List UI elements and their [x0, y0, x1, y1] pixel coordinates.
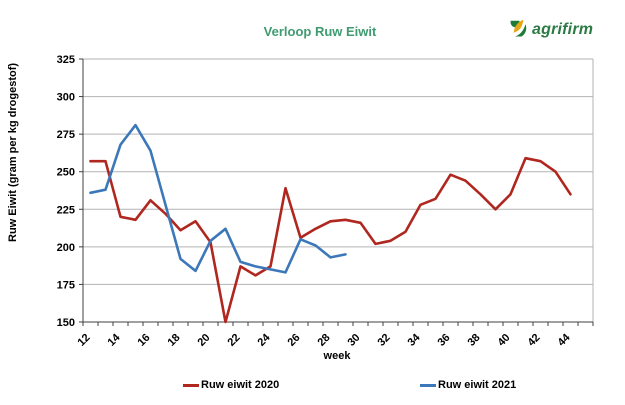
svg-text:22: 22	[225, 332, 242, 349]
x-axis-title: week	[323, 350, 351, 362]
svg-text:38: 38	[465, 332, 482, 349]
svg-text:275: 275	[57, 129, 75, 141]
legend-label-2021: Ruw eiwit 2021	[438, 379, 517, 391]
legend-line-red	[183, 383, 199, 387]
svg-text:300: 300	[57, 92, 75, 104]
agrifirm-logo: agrifirm	[508, 19, 593, 40]
svg-text:20: 20	[195, 332, 212, 349]
svg-text:30: 30	[345, 332, 362, 349]
svg-text:16: 16	[135, 332, 152, 349]
legend-label-2020: Ruw eiwit 2020	[201, 379, 280, 391]
svg-text:28: 28	[315, 332, 332, 349]
chart-title: Verloop Ruw Eiwit	[263, 24, 377, 39]
agrifirm-logo-text: agrifirm	[532, 20, 594, 38]
legend-line-blue	[420, 383, 436, 387]
svg-text:40: 40	[495, 332, 512, 349]
svg-text:14: 14	[105, 331, 123, 349]
legend-item-ruw-eiwit-2020: Ruw eiwit 2020	[183, 379, 279, 391]
svg-text:24: 24	[255, 331, 273, 349]
svg-text:18: 18	[165, 332, 182, 349]
svg-text:150: 150	[57, 317, 75, 329]
svg-text:32: 32	[375, 332, 392, 349]
svg-text:200: 200	[57, 242, 75, 254]
svg-text:325: 325	[57, 54, 75, 66]
svg-text:42: 42	[525, 332, 542, 349]
svg-text:34: 34	[405, 331, 423, 349]
legend-item-ruw-eiwit-2021: Ruw eiwit 2021	[420, 379, 516, 391]
svg-text:250: 250	[57, 167, 75, 179]
svg-text:36: 36	[435, 332, 452, 349]
svg-text:12: 12	[75, 332, 92, 349]
svg-text:175: 175	[57, 279, 75, 291]
svg-text:44: 44	[555, 331, 573, 349]
svg-text:225: 225	[57, 204, 75, 216]
svg-text:26: 26	[285, 332, 302, 349]
agrifirm-leaf-icon	[510, 19, 527, 37]
